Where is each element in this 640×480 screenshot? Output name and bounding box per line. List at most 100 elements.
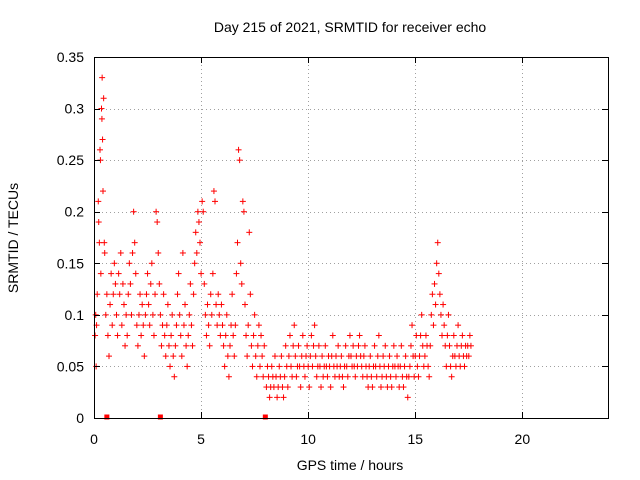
data-point [329,332,336,339]
data-point [101,239,108,246]
data-point [141,353,148,360]
data-point [154,219,161,226]
data-point [417,332,424,339]
data-point [156,280,163,287]
data-point [301,373,308,380]
data-point [407,342,414,349]
data-point [284,384,291,391]
data-point [313,373,320,380]
data-point [208,311,215,318]
data-point [291,322,298,329]
data-point [144,270,151,277]
data-point [193,249,200,256]
data-point [142,311,149,318]
data-point [167,363,174,370]
data-point [444,332,451,339]
data-point [207,291,214,298]
data-point [226,342,233,349]
data-point [374,353,381,360]
data-point [268,363,275,370]
data-point [416,353,423,360]
data-point [404,394,411,401]
data-point [375,332,382,339]
data-point [251,311,258,318]
data-point [233,270,240,277]
data-point [199,198,206,205]
data-point [319,353,326,360]
data-point [450,332,457,339]
data-point [380,353,387,360]
x-tick-label: 5 [197,431,205,447]
data-point [236,157,243,164]
data-point [426,373,433,380]
data-point [439,332,446,339]
data-point [306,384,313,391]
data-point [279,384,286,391]
data-point [150,332,157,339]
data-point [309,363,316,370]
data-point [446,342,453,349]
data-point [338,353,345,360]
data-point [437,311,444,318]
data-point [194,208,201,215]
chart-title: Day 215 of 2021, SRMTID for receiver ech… [214,19,487,35]
data-point [256,363,263,370]
data-point [241,301,248,308]
data-point [286,332,293,339]
data-point [152,291,159,298]
data-point [245,322,252,329]
plot-frame [94,57,609,419]
data-point [400,384,407,391]
data-point [158,342,165,349]
data-point [120,301,127,308]
data-point [266,394,273,401]
data-point [409,322,416,329]
data-point [295,342,302,349]
data-point [281,373,288,380]
data-point [112,280,119,287]
data-point [237,260,244,267]
data-point [184,363,191,370]
data-point [100,95,107,102]
data-point [339,373,346,380]
data-point [260,373,267,380]
data-point [115,270,122,277]
data-point [94,291,101,298]
data-point [434,239,441,246]
data-point [118,322,125,329]
data-point [240,208,247,215]
data-point [104,332,111,339]
y-tick-label: 0.25 [57,152,84,168]
data-point [164,301,171,308]
data-point [246,229,253,236]
data-point [98,105,105,112]
data-point [310,342,317,349]
data-point [130,208,137,215]
data-point [356,332,363,339]
data-point [348,353,354,360]
data-point [327,384,334,391]
data-point [386,353,393,360]
data-point [111,260,118,267]
data-point [223,311,230,318]
data-point [169,311,176,318]
data-point [114,332,121,339]
data-point [235,146,242,153]
data-point [355,342,362,349]
data-point [95,219,102,226]
data-point [195,219,202,226]
data-point [421,353,428,360]
y-axis-label: SRMTID / TECUs [5,183,21,293]
data-point [425,363,432,370]
data-point [274,394,281,401]
data-point [433,260,440,267]
data-point [282,342,289,349]
data-point [394,353,401,360]
data-point [178,353,185,360]
data-point [361,342,368,349]
data-point [430,322,437,329]
data-point [390,342,397,349]
data-point [99,74,106,81]
